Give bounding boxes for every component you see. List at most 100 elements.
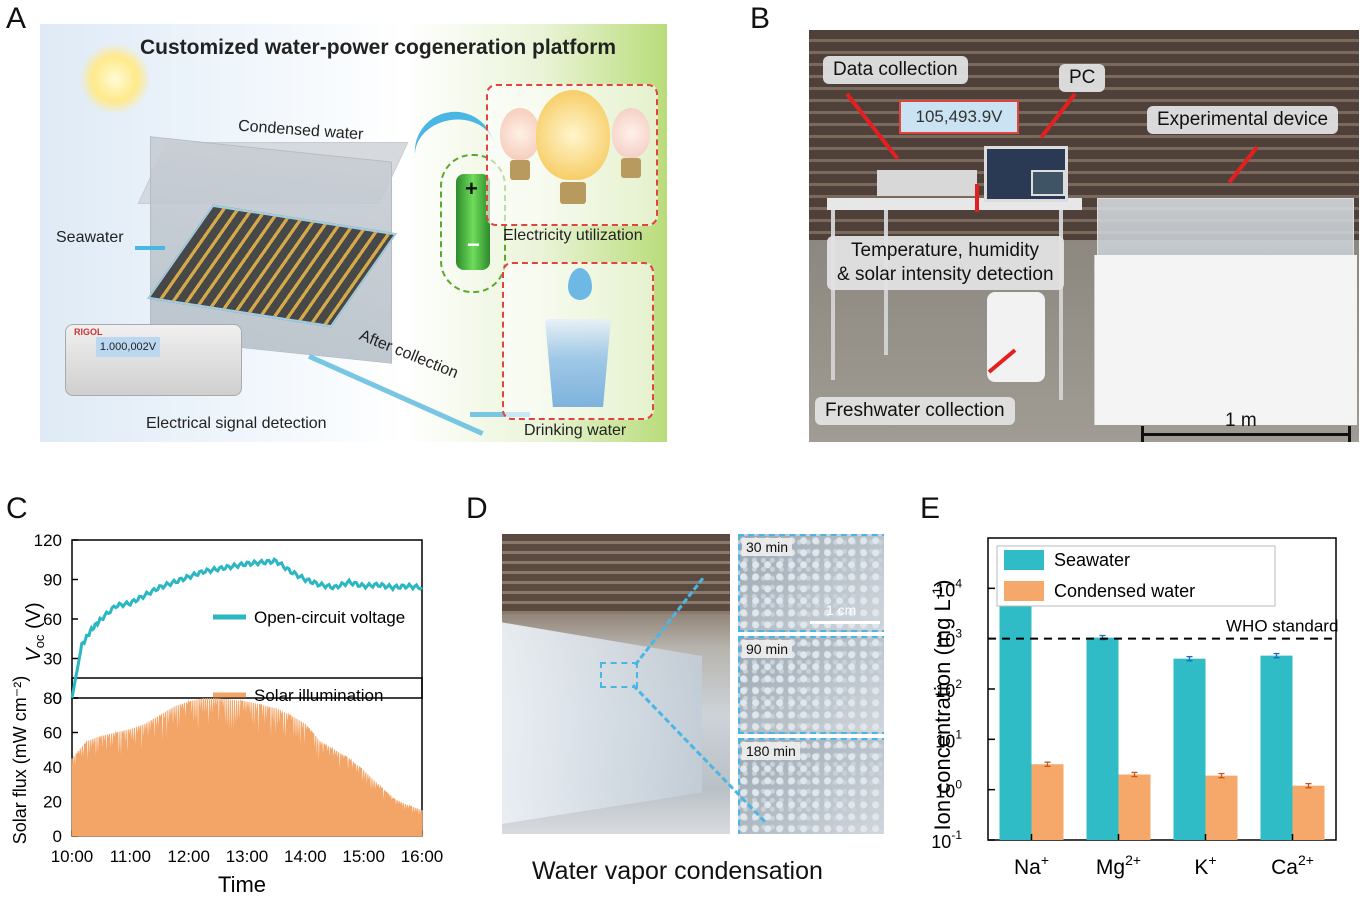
x-axis-title: Time [218,872,266,897]
bar-seawater [1173,658,1206,840]
scale-bar [1141,433,1351,436]
y-tick-exp: 0 [955,778,962,792]
scale-bar-tick [1141,426,1144,442]
x-tick-label: Mg2+ [1096,852,1141,879]
pc-label: PC [1059,64,1106,92]
wall-slats [502,534,730,614]
x-tick-label: 13:00 [226,847,269,866]
y-tick-label: 30 [43,650,62,669]
ion-base: Na [1014,856,1041,879]
x-tick-label: 12:00 [167,847,210,866]
voltage-readout: 105,493.9V [899,100,1019,134]
battery-minus: − [467,232,480,257]
y-tick-exp: 1 [955,727,962,741]
panel-c-chart: 0 30 60 90 120 0 20 40 60 80 10:00 11:00 12:00 13:0… [10,531,443,897]
top-y-axis-title-unit: (V) [23,602,45,634]
bar-seawater [1086,637,1119,840]
top-y-axis-title: Voc (V) [23,602,47,661]
ion-charge: + [1208,852,1216,868]
scale-label: 1 m [1225,410,1257,431]
scale-bar-tick [1348,426,1351,442]
water-drop-icon [568,268,592,300]
inset-time-label: 90 min [742,640,793,658]
meter-brand: RIGOL [74,327,103,337]
y-axis-title: Ion concentration (mg L-1) [929,580,955,831]
condenser-photo [502,534,730,834]
x-tick-label: Na+ [1014,852,1049,879]
electrical-signal-label: Electrical signal detection [146,415,327,432]
who-standard-label: WHO standard [1226,617,1338,636]
y-tick-label: 101 [935,727,962,751]
inset-scale-bar [810,621,880,624]
drinking-water-label: Drinking water [524,422,627,439]
inset-time-label: 180 min [742,742,800,760]
inset-time-label: 30 min [742,538,793,556]
x-tick-label: 10:00 [51,847,94,866]
ion-base: K [1194,856,1208,879]
y-tick-label: 103 [935,627,962,651]
bulb-base [560,182,586,204]
seawater-arrow-icon [135,246,165,250]
y-tick-label: 20 [43,793,62,812]
x-ticks: Na+ Mg2+ K+ Ca2+ [1014,834,1314,879]
voc-series-line [70,556,423,699]
sun-icon [80,44,150,114]
panel-label-a: A [6,2,27,35]
ion-base: Ca [1271,856,1298,879]
inset-90-min: 90 min [738,636,884,734]
x-tick-label: 14:00 [284,847,327,866]
legend-swatch-seawater [1004,550,1044,570]
y-tick-label: 60 [43,610,62,629]
legend-swatch-condensed [1004,581,1044,601]
ion-base: Mg [1096,856,1125,879]
panel-a-illustration: Customized water-power cogeneration plat… [40,24,667,442]
bar-seawater [999,588,1032,840]
panel-label-b: B [750,2,771,35]
y-tick-base: 10 [935,681,955,701]
x-tick-label: K+ [1194,852,1216,879]
y-tick-label: 40 [43,758,62,777]
y-tick-base: 10 [931,832,951,852]
y-tick-label: 80 [43,689,62,708]
bars [999,585,1325,840]
ion-charge: + [1041,852,1049,868]
y-tick-base: 10 [935,631,955,651]
seawater-label: Seawater [56,229,124,246]
table-leg [831,210,835,380]
inset-scale-label: 1 cm [826,602,857,618]
y-tick-label: 60 [43,724,62,743]
y-tick-label: 102 [935,677,962,701]
y-tick-label: 120 [34,531,62,550]
y-tick-exp: 4 [955,576,962,590]
y-tick-label: 10-1 [931,828,962,852]
bar-condensed [1205,775,1238,840]
panel-b-photo: 105,493.9V Data collection PC Experiment… [809,30,1359,442]
bottom-y-axis-title: Solar flux (mW cm⁻²) [10,676,30,845]
condenser-tank-wall [502,622,702,824]
top-legend-label: Open-circuit voltage [254,608,405,627]
y-axis-title-main: Ion concentration (mg L [930,599,955,830]
bottom-legend-label: Solar illumination [254,686,383,705]
collection-pipe-end [470,412,530,417]
y-axis-title-sup: -1 [929,587,945,600]
table-leg [1059,210,1063,400]
y-tick-exp: 3 [955,627,962,641]
panel-label-d: D [466,492,488,525]
y-tick-label: 0 [53,689,62,708]
data-collection-label: Data collection [823,56,968,84]
panel-label-c: C [6,492,28,525]
bottom-y-ticks: 0 20 40 60 80 [43,689,78,846]
top-y-axis-title-sub: oc [32,634,47,648]
x-tick-label: 11:00 [110,847,151,866]
sensor-display [1031,170,1065,196]
electricity-utilization-label: Electricity utilization [503,227,643,244]
zoom-selection [600,662,638,688]
ion-charge: 2+ [1298,852,1314,868]
panel-a-title: Customized water-power cogeneration plat… [140,36,617,59]
y-axis-title-end: ) [930,580,955,587]
y-tick-label: 100 [935,778,962,802]
panel-d-caption: Water vapor condensation [532,857,823,885]
bar-seawater [1260,655,1293,840]
